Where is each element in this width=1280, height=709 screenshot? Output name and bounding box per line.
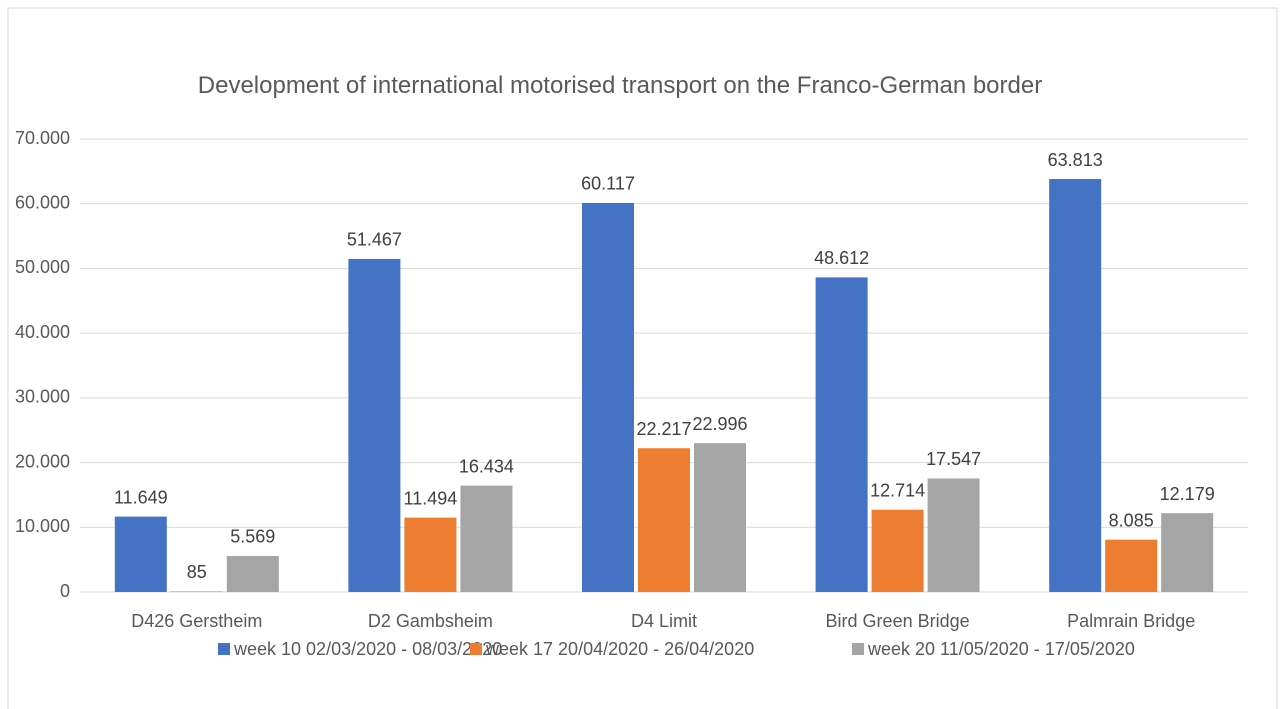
data-label: 48.612 — [814, 248, 869, 268]
data-label: 11.649 — [114, 487, 168, 507]
bar — [170, 591, 223, 592]
data-label: 51.467 — [347, 230, 402, 250]
data-label: 60.117 — [581, 174, 635, 194]
y-tick-label: 30.000 — [15, 387, 70, 407]
bar — [1161, 513, 1214, 592]
y-tick-label: 0 — [60, 581, 70, 601]
data-label: 63.813 — [1048, 150, 1103, 170]
bar — [114, 516, 167, 592]
bar — [348, 258, 401, 592]
bar — [226, 555, 279, 592]
data-label: 12.714 — [870, 480, 925, 500]
legend-swatch — [218, 643, 230, 655]
legend-label: week 17 20/04/2020 - 26/04/2020 — [485, 639, 754, 659]
y-tick-label: 60.000 — [15, 192, 70, 212]
y-tick-label: 10.000 — [15, 516, 70, 536]
bar — [815, 277, 868, 592]
bar — [1049, 179, 1102, 592]
bar — [638, 448, 690, 592]
x-tick-label: D426 Gerstheim — [131, 611, 262, 631]
y-tick-label: 50.000 — [15, 257, 70, 277]
bar — [582, 202, 634, 592]
legend-swatch — [852, 643, 864, 655]
data-label: 22.996 — [692, 414, 747, 434]
bar — [927, 478, 980, 592]
y-tick-label: 20.000 — [15, 451, 70, 471]
chart-title: Development of international motorised t… — [197, 72, 1043, 99]
data-label: 11.494 — [404, 488, 458, 508]
legend-swatch — [470, 643, 482, 655]
legend-label: week 20 11/05/2020 - 17/05/2020 — [867, 639, 1135, 659]
bar — [871, 509, 924, 592]
y-tick-label: 70.000 — [15, 128, 70, 148]
x-tick-label: Palmrain Bridge — [1067, 611, 1195, 631]
bar — [404, 517, 457, 592]
bar — [1105, 539, 1158, 592]
data-label: 16.434 — [459, 456, 514, 476]
data-label: 85 — [187, 562, 207, 582]
x-tick-label: Bird Green Bridge — [826, 611, 970, 631]
legend-label: week 10 02/03/2020 - 08/03/2020 — [233, 639, 502, 659]
x-tick-label: D4 Limit — [631, 611, 697, 631]
bar — [460, 485, 513, 592]
x-tick-label: D2 Gambsheim — [368, 611, 493, 631]
data-label: 22.217 — [636, 419, 691, 439]
data-label: 17.547 — [926, 449, 981, 469]
data-label: 12.179 — [1160, 484, 1215, 504]
bar — [694, 443, 746, 592]
data-label: 5.569 — [230, 527, 275, 547]
data-label: 8.085 — [1109, 510, 1154, 530]
y-tick-label: 40.000 — [15, 322, 70, 342]
